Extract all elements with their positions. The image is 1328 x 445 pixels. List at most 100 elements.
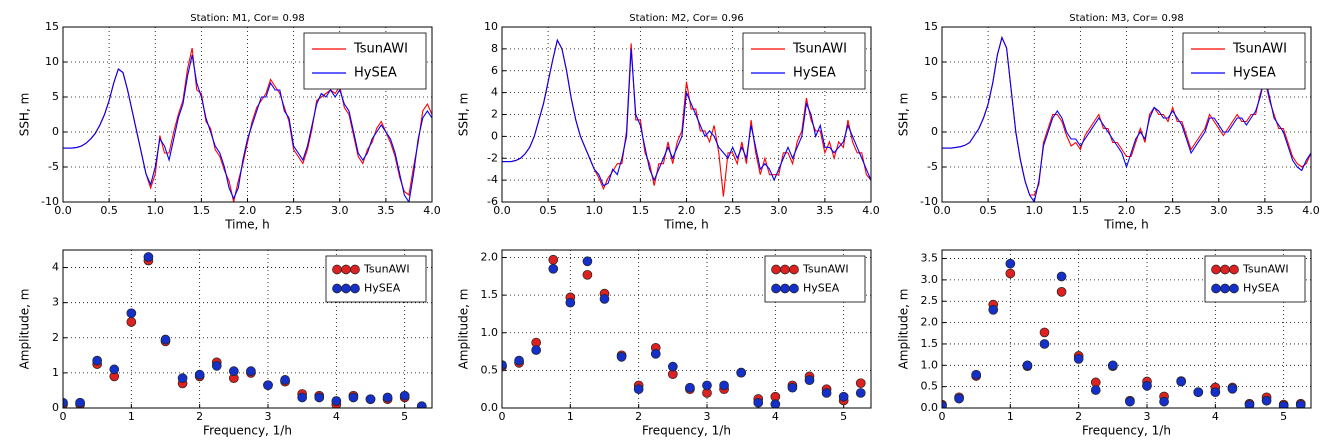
point xyxy=(582,269,593,280)
x-tick-label: 3.5 xyxy=(1256,204,1274,217)
marks xyxy=(942,35,1311,202)
legend: TsunAWI HySEA xyxy=(303,32,427,90)
point xyxy=(753,397,764,408)
y-tick-label: 10 xyxy=(45,55,59,68)
y-tick-label: 6 xyxy=(491,64,498,77)
legend-swatch xyxy=(332,283,342,294)
x-tick-label: 1 xyxy=(128,410,135,423)
y-tick-label: 2.0 xyxy=(921,316,939,329)
y-tick-label: 2.5 xyxy=(921,294,939,307)
x-tick-label: 1 xyxy=(567,410,574,423)
point xyxy=(1278,401,1289,408)
point xyxy=(382,392,393,403)
point xyxy=(599,294,610,304)
point xyxy=(143,252,154,262)
x-tick-label: 3 xyxy=(1144,410,1151,423)
point xyxy=(942,401,947,408)
y-tick-label: 0 xyxy=(491,129,498,142)
x-tick-label: 4.0 xyxy=(862,204,880,217)
point xyxy=(92,355,103,366)
x-axis-label: Frequency, 1/h xyxy=(203,424,292,438)
y-tick-label: 4 xyxy=(491,86,498,99)
point xyxy=(1261,395,1272,406)
x-tick-label: 0.0 xyxy=(933,204,951,217)
point xyxy=(1210,387,1221,398)
axes-frame xyxy=(501,249,872,409)
x-tick-label: 1.0 xyxy=(1026,204,1044,217)
point xyxy=(719,380,729,391)
x-tick-label: 1.5 xyxy=(1072,204,1090,217)
x-tick-label: 0 xyxy=(939,410,946,423)
point xyxy=(838,391,849,402)
point xyxy=(297,392,308,403)
point xyxy=(582,256,593,267)
x-tick-label: 1 xyxy=(1007,410,1014,423)
marks xyxy=(502,254,866,408)
y-tick-label: 15 xyxy=(45,20,59,33)
point xyxy=(787,382,798,393)
legend-swatch xyxy=(350,283,360,294)
axes-frame xyxy=(941,249,1312,409)
marks xyxy=(63,47,432,202)
legend-label: TsunAWI xyxy=(353,42,408,57)
point xyxy=(1005,268,1016,279)
legend: TsunAWI HySEA xyxy=(742,32,866,90)
point xyxy=(109,364,120,375)
legend-box xyxy=(325,255,427,303)
axes-frame xyxy=(501,26,872,203)
legend-swatch xyxy=(780,264,790,275)
legend-swatch xyxy=(350,264,360,275)
x-tick-label: 4 xyxy=(772,410,779,423)
axes-frame xyxy=(62,249,433,409)
point xyxy=(280,375,290,385)
y-tick-label: -5 xyxy=(927,160,938,173)
y-tick-label: 0 xyxy=(52,125,59,138)
y-axis-label: SSH, m xyxy=(18,93,32,137)
series-line xyxy=(502,38,871,187)
x-axis-label: Time, h xyxy=(663,218,709,232)
point xyxy=(502,360,507,370)
point xyxy=(954,393,964,404)
y-tick-label: 0.5 xyxy=(481,363,499,376)
point xyxy=(548,254,559,265)
x-tick-label: 3.0 xyxy=(331,204,349,217)
point xyxy=(988,304,999,315)
legend-swatch xyxy=(1211,283,1221,294)
point xyxy=(399,390,410,401)
point xyxy=(736,367,747,378)
subplot: 0 1 2 3 4 5 0.0 0.5 1.0 1.5 2.0 2.5 3.0 3.5 Frequency,… xyxy=(897,249,1312,438)
x-tick-label: 1.0 xyxy=(586,204,604,217)
x-tick-label: 4 xyxy=(1212,410,1219,423)
y-tick-label: -5 xyxy=(48,160,59,173)
point xyxy=(126,308,137,319)
y-tick-label: -10 xyxy=(41,195,59,208)
point xyxy=(685,382,695,393)
legend-label: TsunAWI xyxy=(802,263,849,276)
x-tick-label: 3.0 xyxy=(1210,204,1228,217)
x-tick-label: 1.5 xyxy=(193,204,211,217)
y-tick-label: 2 xyxy=(491,108,498,121)
y-tick-label: 15 xyxy=(924,20,938,33)
legend-label: TsunAWI xyxy=(1242,263,1289,276)
x-tick-label: 3 xyxy=(265,410,272,423)
legend-swatch xyxy=(341,264,351,275)
legend-box xyxy=(1182,32,1306,90)
chart-title: Station: M3, Cor= 0.98 xyxy=(1069,13,1183,24)
y-tick-label: 1 xyxy=(52,366,59,379)
y-tick-label: 10 xyxy=(484,20,498,33)
y-tick-label: 1.0 xyxy=(921,358,939,371)
point xyxy=(1056,271,1067,282)
subplot: 0.0 0.5 1.0 1.5 2.0 2.5 3.0 3.5 4.0 -10 -5 0 5 10 15 St… xyxy=(18,13,441,232)
x-tick-label: 2 xyxy=(635,410,642,423)
legend-swatch xyxy=(1229,264,1239,275)
subplot: 0.0 0.5 1.0 1.5 2.0 2.5 3.0 3.5 4.0 -10 -5 0 5 10 15 St… xyxy=(897,13,1320,232)
point xyxy=(531,345,542,355)
y-tick-label: 3 xyxy=(52,296,59,309)
y-tick-label: 8 xyxy=(491,42,498,55)
y-tick-label: 0.0 xyxy=(921,401,939,414)
point xyxy=(177,373,188,384)
x-tick-label: 2.5 xyxy=(724,204,742,217)
point xyxy=(1107,360,1118,371)
y-tick-label: -2 xyxy=(487,151,498,164)
y-axis-label: SSH, m xyxy=(457,93,471,137)
